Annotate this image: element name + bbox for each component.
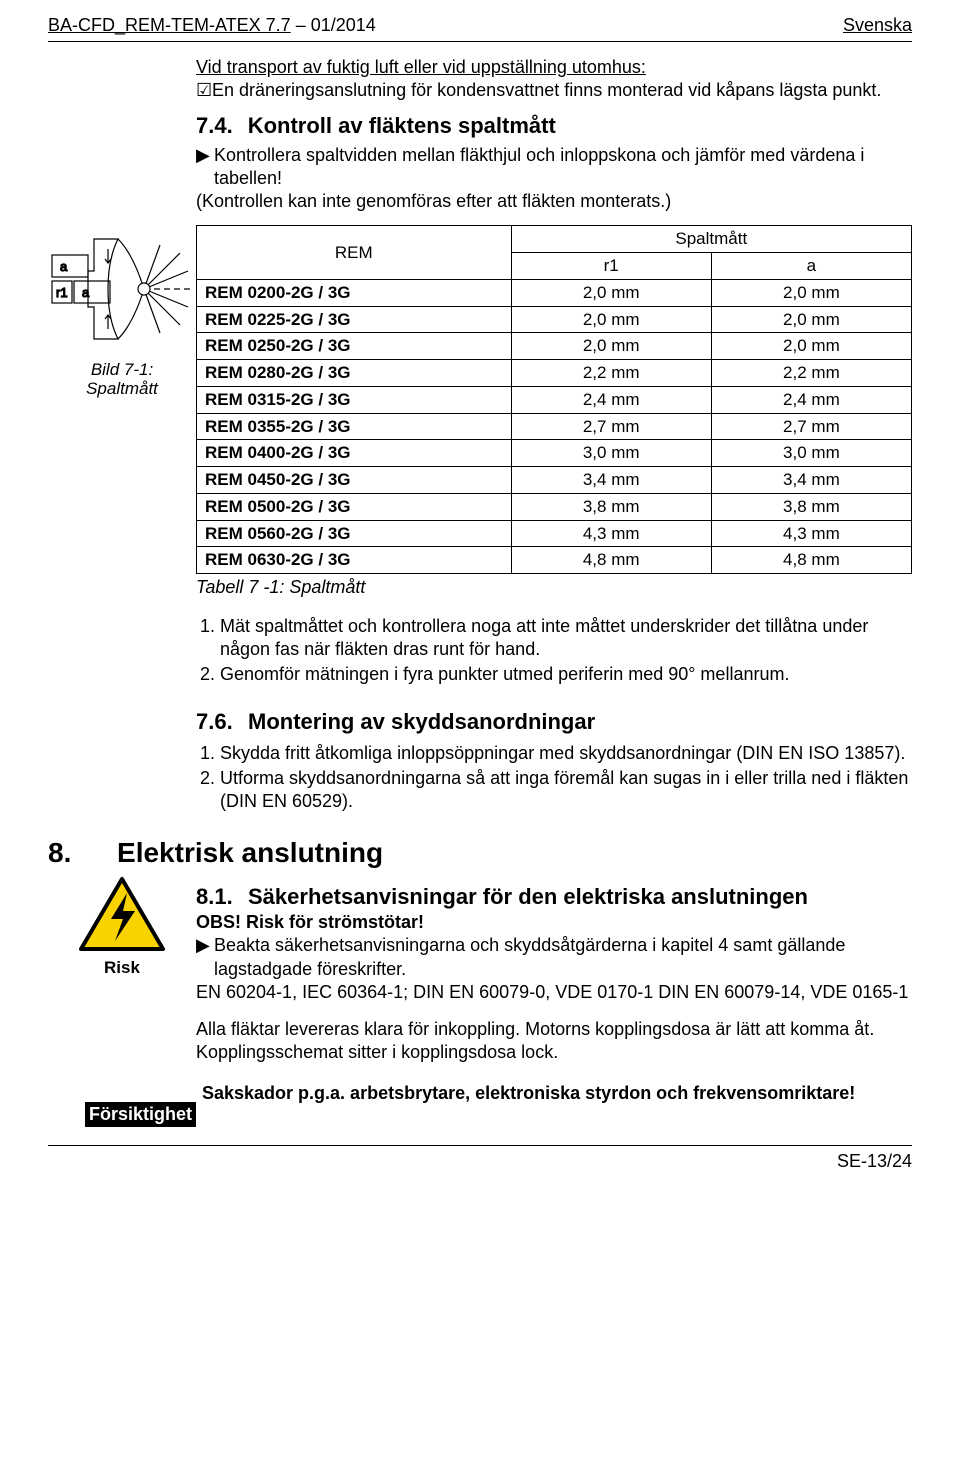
caution-text: Sakskador p.g.a. arbetsbrytare, elektron… — [202, 1082, 912, 1105]
table-row: REM 0560-2G / 3G4,3 mm4,3 mm — [197, 520, 912, 547]
ordered-list: Mät spaltmåttet och kontrollera noga att… — [196, 615, 912, 686]
th-rem: REM — [197, 226, 512, 280]
section-title: Montering av skyddsanordningar — [248, 708, 595, 736]
action-text: Kontrollera spaltvidden mellan fläkthjul… — [214, 144, 912, 190]
arrow-icon: ▶ — [196, 934, 214, 980]
table-row: REM 0200-2G / 3G2,0 mm2,0 mm — [197, 279, 912, 306]
standards-line: EN 60204-1, IEC 60364-1; DIN EN 60079-0,… — [196, 981, 912, 1004]
section-7-6: 7.6. Montering av skyddsanordningar Skyd… — [48, 698, 912, 819]
figure-7-1: a r1 a — [48, 219, 196, 398]
doc-lang: Svenska — [843, 14, 912, 37]
table-row: REM 0355-2G / 3G2,7 mm2,7 mm — [197, 413, 912, 440]
th-spalt: Spaltmått — [511, 226, 911, 253]
paragraph: Alla fläktar levereras klara för inkoppl… — [196, 1018, 912, 1064]
page: BA-CFD_REM-TEM-ATEX 7.7 – 01/2014 Svensk… — [0, 0, 960, 1193]
section-number: 8.1. — [196, 883, 248, 911]
table-row: REM 0630-2G / 3G4,8 mm4,8 mm — [197, 547, 912, 574]
svg-text:a: a — [60, 259, 68, 274]
figure-caption: Bild 7-1:Spaltmått — [48, 361, 196, 398]
caution-badge: Försiktighet — [85, 1102, 196, 1127]
list-item: Genomför mätningen i fyra punkter utmed … — [220, 663, 912, 686]
list-item: Skydda fritt åtkomliga inloppsöppningar … — [220, 742, 912, 765]
chapter-number: 8. — [48, 835, 112, 871]
intro-text: En dräneringsanslutning för kondensvattn… — [212, 79, 912, 102]
th-r1: r1 — [511, 253, 711, 280]
section-7-4-note: (Kontrollen kan inte genomföras efter at… — [196, 190, 912, 213]
intro-title: Vid transport av fuktig luft eller vid u… — [196, 56, 912, 79]
table-row: REM 0250-2G / 3G2,0 mm2,0 mm — [197, 333, 912, 360]
table-row: REM 0500-2G / 3G3,8 mm3,8 mm — [197, 493, 912, 520]
section-title: Kontroll av fläktens spaltmått — [248, 113, 556, 138]
table-caption: Tabell 7 -1: Spaltmått — [196, 576, 912, 599]
table-row: REM 0225-2G / 3G2,0 mm2,0 mm — [197, 306, 912, 333]
section-8-1-action: ▶ Beakta säkerhetsanvisningarna och skyd… — [196, 934, 912, 980]
table-row: REM 0400-2G / 3G3,0 mm3,0 mm — [197, 440, 912, 467]
caution-row: Försiktighet Sakskador p.g.a. arbetsbryt… — [48, 1082, 912, 1127]
intro-block: Vid transport av fuktig luft eller vid u… — [48, 56, 912, 102]
electric-hazard-icon — [48, 875, 196, 955]
arrow-icon: ▶ — [196, 144, 214, 190]
post-table-list: Mät spaltmåttet och kontrollera noga att… — [48, 609, 912, 692]
section-8-1-para: Alla fläktar levereras klara för inkoppl… — [48, 1018, 912, 1064]
table-row: REM 0315-2G / 3G2,4 mm2,4 mm — [197, 386, 912, 413]
gap-table: REM Spaltmått r1 a REM 0200-2G / 3G2,0 m… — [196, 225, 912, 574]
ordered-list: Skydda fritt åtkomliga inloppsöppningar … — [196, 742, 912, 813]
risk-label: Risk — [48, 957, 196, 979]
gap-diagram-icon: a r1 a — [48, 219, 196, 359]
section-7-4-head: 7.4. Kontroll av fläktens spaltmått ▶ Ko… — [48, 112, 912, 213]
figure-table-row: a r1 a — [48, 219, 912, 599]
page-footer: SE-13/24 — [48, 1145, 912, 1173]
action-text: Beakta säkerhetsanvisningarna och skydds… — [214, 934, 912, 980]
th-a: a — [711, 253, 911, 280]
section-title: Säkerhetsanvisningar för den elektriska … — [248, 883, 808, 911]
section-7-4-action: ▶ Kontrollera spaltvidden mellan fläkthj… — [196, 144, 912, 190]
section-number: 7.6. — [196, 708, 248, 736]
chapter-title: Elektrisk anslutning — [117, 837, 383, 868]
table-row: REM 0450-2G / 3G3,4 mm3,4 mm — [197, 467, 912, 494]
section-8-head: 8. Elektrisk anslutning — [48, 835, 912, 871]
table-row: REM 0280-2G / 3G2,2 mm2,2 mm — [197, 360, 912, 387]
list-item: Mät spaltmåttet och kontrollera noga att… — [220, 615, 912, 661]
obs-line: OBS! Risk för strömstötar! — [196, 911, 912, 934]
doc-id: BA-CFD_REM-TEM-ATEX 7.7 – 01/2014 — [48, 14, 376, 37]
section-number: 7.4. — [196, 113, 233, 138]
intro-check-line: ☑ En dräneringsanslutning för kondensvat… — [196, 79, 912, 102]
svg-text:r1: r1 — [56, 285, 68, 300]
svg-text:a: a — [82, 285, 90, 300]
page-header: BA-CFD_REM-TEM-ATEX 7.7 – 01/2014 Svensk… — [48, 14, 912, 42]
section-8-1: Risk 8.1. Säkerhetsanvisningar för den e… — [48, 875, 912, 1003]
list-item: Utforma skyddsanordningarna så att inga … — [220, 767, 912, 813]
check-icon: ☑ — [196, 79, 212, 102]
